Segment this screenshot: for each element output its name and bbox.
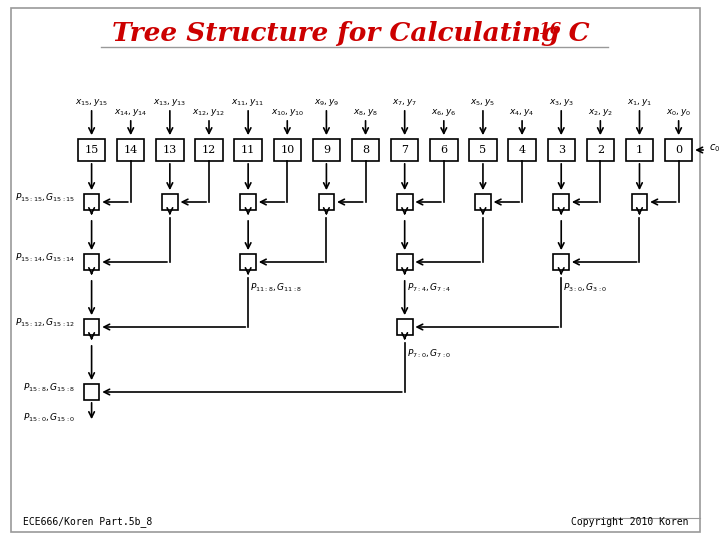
- Text: $x_{15},y_{15}$: $x_{15},y_{15}$: [75, 97, 108, 108]
- FancyBboxPatch shape: [508, 139, 536, 161]
- FancyBboxPatch shape: [475, 194, 491, 210]
- Text: $P_{15:15},G_{15:15}$: $P_{15:15},G_{15:15}$: [15, 192, 75, 204]
- FancyBboxPatch shape: [195, 139, 222, 161]
- Text: $x_4,y_4$: $x_4,y_4$: [509, 107, 535, 118]
- Text: $x_0,y_0$: $x_0,y_0$: [666, 107, 691, 118]
- Text: $x_5,y_5$: $x_5,y_5$: [470, 97, 495, 108]
- FancyBboxPatch shape: [84, 384, 99, 400]
- FancyBboxPatch shape: [352, 139, 379, 161]
- FancyBboxPatch shape: [397, 194, 413, 210]
- FancyBboxPatch shape: [240, 194, 256, 210]
- FancyBboxPatch shape: [547, 139, 575, 161]
- Text: 6: 6: [440, 145, 447, 155]
- Text: $x_{10},y_{10}$: $x_{10},y_{10}$: [271, 107, 304, 118]
- FancyBboxPatch shape: [12, 8, 700, 532]
- Text: 9: 9: [323, 145, 330, 155]
- FancyBboxPatch shape: [665, 139, 693, 161]
- FancyBboxPatch shape: [274, 139, 301, 161]
- Text: 1: 1: [636, 145, 643, 155]
- FancyBboxPatch shape: [84, 319, 99, 335]
- FancyBboxPatch shape: [430, 139, 457, 161]
- Text: $P_{15:0},G_{15:0}$: $P_{15:0},G_{15:0}$: [23, 411, 75, 424]
- Text: 2: 2: [597, 145, 604, 155]
- Text: ECE666/Koren Part.5b_8: ECE666/Koren Part.5b_8: [23, 516, 153, 527]
- FancyBboxPatch shape: [631, 194, 647, 210]
- Text: 4: 4: [518, 145, 526, 155]
- FancyBboxPatch shape: [554, 254, 569, 270]
- Text: 13: 13: [163, 145, 177, 155]
- Text: 7: 7: [401, 145, 408, 155]
- FancyBboxPatch shape: [235, 139, 262, 161]
- Text: $P_{7:0},G_{7:0}$: $P_{7:0},G_{7:0}$: [407, 347, 451, 360]
- Text: $x_{11},y_{11}$: $x_{11},y_{11}$: [232, 97, 265, 108]
- Text: 8: 8: [362, 145, 369, 155]
- Text: $x_{14},y_{14}$: $x_{14},y_{14}$: [114, 107, 148, 118]
- FancyBboxPatch shape: [554, 194, 569, 210]
- Text: $P_{15:14},G_{15:14}$: $P_{15:14},G_{15:14}$: [15, 252, 75, 264]
- Text: $c_0$: $c_0$: [709, 142, 720, 154]
- FancyBboxPatch shape: [117, 139, 145, 161]
- FancyBboxPatch shape: [78, 139, 105, 161]
- Text: $x_9,y_9$: $x_9,y_9$: [314, 97, 339, 108]
- Text: $P_{7:4},G_{7:4}$: $P_{7:4},G_{7:4}$: [407, 282, 451, 294]
- Text: 12: 12: [202, 145, 216, 155]
- Text: $P_{15:8},G_{15:8}$: $P_{15:8},G_{15:8}$: [23, 382, 75, 394]
- Text: $P_{11:8},G_{11:8}$: $P_{11:8},G_{11:8}$: [250, 282, 302, 294]
- FancyBboxPatch shape: [397, 254, 413, 270]
- FancyBboxPatch shape: [397, 319, 413, 335]
- FancyBboxPatch shape: [626, 139, 653, 161]
- FancyBboxPatch shape: [156, 139, 184, 161]
- Text: $x_7,y_7$: $x_7,y_7$: [392, 97, 418, 108]
- Text: 16: 16: [539, 21, 562, 37]
- FancyBboxPatch shape: [318, 194, 334, 210]
- FancyBboxPatch shape: [240, 254, 256, 270]
- Text: 14: 14: [124, 145, 138, 155]
- FancyBboxPatch shape: [312, 139, 340, 161]
- Text: $x_1,y_1$: $x_1,y_1$: [627, 97, 652, 108]
- FancyBboxPatch shape: [84, 254, 99, 270]
- FancyBboxPatch shape: [587, 139, 614, 161]
- Text: $x_{12},y_{12}$: $x_{12},y_{12}$: [192, 107, 225, 118]
- Text: $P_{15:12},G_{15:12}$: $P_{15:12},G_{15:12}$: [15, 317, 75, 329]
- FancyBboxPatch shape: [391, 139, 418, 161]
- FancyBboxPatch shape: [162, 194, 178, 210]
- FancyBboxPatch shape: [469, 139, 497, 161]
- Text: $x_2,y_2$: $x_2,y_2$: [588, 107, 613, 118]
- Text: $x_3,y_3$: $x_3,y_3$: [549, 97, 574, 108]
- Text: $x_{13},y_{13}$: $x_{13},y_{13}$: [153, 97, 186, 108]
- Text: $x_6,y_6$: $x_6,y_6$: [431, 107, 456, 118]
- Text: 0: 0: [675, 145, 682, 155]
- Text: Copyright 2010 Koren: Copyright 2010 Koren: [571, 517, 688, 527]
- Text: 10: 10: [280, 145, 294, 155]
- FancyBboxPatch shape: [84, 194, 99, 210]
- Text: 3: 3: [558, 145, 564, 155]
- Text: $P_{3:0},G_{3:0}$: $P_{3:0},G_{3:0}$: [563, 282, 607, 294]
- Text: Tree Structure for Calculating C: Tree Structure for Calculating C: [112, 22, 590, 46]
- Text: 15: 15: [84, 145, 99, 155]
- Text: 11: 11: [241, 145, 256, 155]
- Text: 5: 5: [480, 145, 487, 155]
- Text: $x_8,y_8$: $x_8,y_8$: [353, 107, 378, 118]
